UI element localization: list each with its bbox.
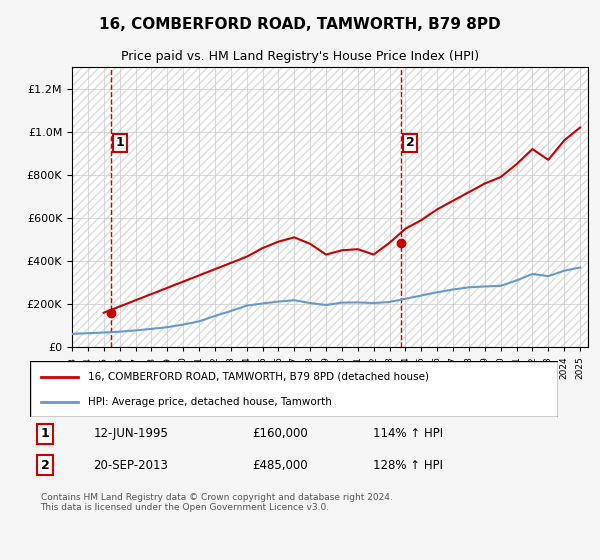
Text: 2: 2 (406, 136, 415, 149)
Text: Price paid vs. HM Land Registry's House Price Index (HPI): Price paid vs. HM Land Registry's House … (121, 50, 479, 63)
FancyBboxPatch shape (30, 361, 558, 417)
Text: HPI: Average price, detached house, Tamworth: HPI: Average price, detached house, Tamw… (88, 396, 332, 407)
Text: 16, COMBERFORD ROAD, TAMWORTH, B79 8PD: 16, COMBERFORD ROAD, TAMWORTH, B79 8PD (99, 17, 501, 32)
Text: 1: 1 (41, 427, 49, 440)
Text: 128% ↑ HPI: 128% ↑ HPI (373, 459, 443, 472)
Text: £160,000: £160,000 (252, 427, 308, 440)
Text: 2: 2 (41, 459, 49, 472)
Text: £485,000: £485,000 (252, 459, 307, 472)
Text: 12-JUN-1995: 12-JUN-1995 (94, 427, 168, 440)
Text: 1: 1 (116, 136, 124, 149)
Text: 114% ↑ HPI: 114% ↑ HPI (373, 427, 443, 440)
Text: Contains HM Land Registry data © Crown copyright and database right 2024.
This d: Contains HM Land Registry data © Crown c… (41, 492, 392, 512)
Text: 16, COMBERFORD ROAD, TAMWORTH, B79 8PD (detached house): 16, COMBERFORD ROAD, TAMWORTH, B79 8PD (… (88, 372, 429, 382)
Text: 20-SEP-2013: 20-SEP-2013 (94, 459, 168, 472)
